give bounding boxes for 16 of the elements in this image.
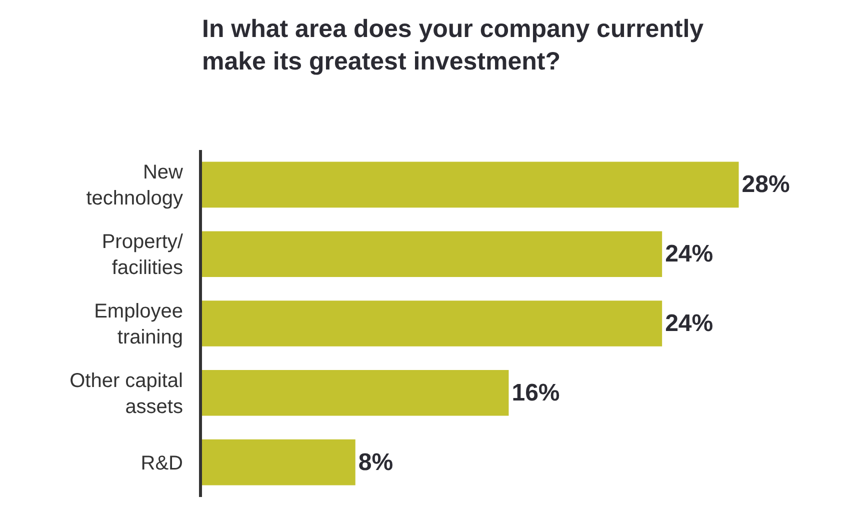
data-label: 24% [665,240,714,268]
bar [202,370,509,416]
y-tick-label: R&D [140,452,183,474]
bar [202,439,356,486]
data-label: 28% [742,171,790,198]
bar [202,231,662,277]
data-label: 8% [358,448,394,476]
bar [202,162,739,208]
y-tick-label: Employee training [94,300,183,348]
y-tick-label: Property/ facilities [102,231,184,280]
chart-title: In what area does your company currently make its greatest investment? [202,14,704,76]
bar [202,300,662,346]
data-label: 24% [665,310,714,337]
data-label: 16% [512,379,560,406]
y-tick-label: Other capital assets [70,370,183,418]
y-tick-label: New technology [86,162,184,210]
